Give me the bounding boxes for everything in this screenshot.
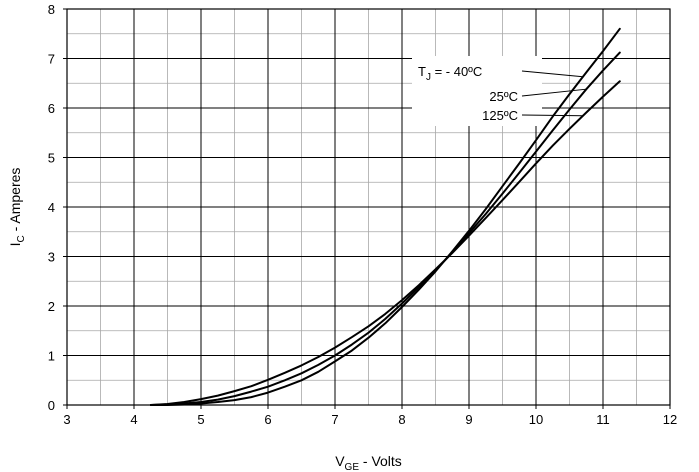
x-axis-title-rest: - Volts — [359, 453, 402, 469]
x-tick-label: 4 — [130, 412, 137, 427]
x-tick-label: 5 — [197, 412, 204, 427]
x-axis-title-main: V — [335, 453, 345, 469]
x-tick-label: 7 — [331, 412, 338, 427]
x-axis-title: VGE - Volts — [335, 453, 402, 472]
legend-label-125c: 125ºC — [482, 108, 518, 123]
y-axis-title-main: I — [7, 243, 23, 247]
legend-leader-0 — [521, 70, 583, 78]
y-tick-label: 0 — [48, 398, 55, 413]
y-tick-label: 1 — [48, 349, 55, 364]
x-tick-labels: 3 4 5 6 7 8 9 10 11 12 — [63, 405, 677, 427]
legend-header-rest: = - 40ºC — [431, 64, 482, 79]
x-tick-label: 12 — [663, 412, 677, 427]
y-tick-label: 7 — [48, 52, 55, 67]
legend-leader-2 — [521, 114, 583, 117]
x-tick-label: 10 — [529, 412, 543, 427]
series-layer — [149, 27, 621, 406]
legend-header-sub: J — [426, 72, 431, 83]
legend-leader-1 — [521, 88, 587, 97]
x-tick-label: 11 — [596, 412, 610, 427]
legend-header-main: T — [418, 64, 426, 79]
y-tick-labels: 0 1 2 3 4 5 6 7 8 — [48, 2, 67, 413]
series-line-1 — [149, 51, 621, 406]
legend-label-25c: 25ºC — [489, 89, 518, 104]
x-tick-label: 9 — [465, 412, 472, 427]
major-grid — [67, 9, 670, 405]
legend-header: TJ = - 40ºC — [418, 64, 482, 83]
y-tick-label: 4 — [48, 200, 55, 215]
y-axis-title-rest: - Amperes — [7, 168, 23, 236]
y-axis-title-sub: C — [16, 235, 27, 242]
series-line-0 — [149, 27, 621, 406]
x-tick-label: 8 — [398, 412, 405, 427]
x-tick-label: 6 — [264, 412, 271, 427]
y-axis-title: IC - Amperes — [7, 168, 27, 247]
y-tick-label: 8 — [48, 2, 55, 17]
x-axis-title-sub: GE — [345, 462, 360, 472]
y-tick-label: 2 — [48, 299, 55, 314]
y-tick-label: 3 — [48, 250, 55, 265]
legend-background — [412, 56, 542, 126]
y-tick-label: 6 — [48, 101, 55, 116]
series-line-2 — [149, 80, 621, 406]
x-tick-label: 3 — [63, 412, 70, 427]
y-tick-label: 5 — [48, 151, 55, 166]
legend-leader-lines — [521, 70, 587, 117]
